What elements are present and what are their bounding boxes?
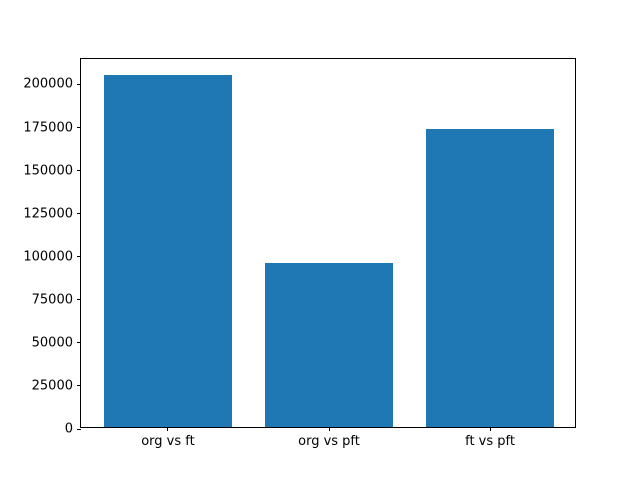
- y-tick-mark: [77, 299, 81, 301]
- y-tick-mark: [77, 127, 81, 129]
- x-tick-mark: [489, 427, 491, 431]
- y-tick-label: 125000: [23, 206, 73, 222]
- y-tick-label: 75000: [31, 292, 73, 308]
- y-tick-label: 100000: [23, 249, 73, 265]
- y-tick-mark: [77, 428, 81, 430]
- y-tick-mark: [77, 83, 81, 85]
- axes: 0 25000 50000 75000 100000 125000 150000 175000…: [23, 58, 576, 448]
- bar-org-vs-pft: [264, 262, 394, 427]
- x-tick-mark: [328, 427, 330, 431]
- y-tick-label: 200000: [23, 76, 73, 92]
- y-tick-label: 25000: [31, 378, 73, 394]
- y-tick-mark: [77, 170, 81, 172]
- bar-ft-vs-pft: [425, 128, 555, 427]
- x-tick-label: org vs ft: [141, 434, 195, 449]
- y-tick-mark: [77, 256, 81, 258]
- x-tick-label: org vs pft: [298, 434, 360, 449]
- y-tick-mark: [77, 342, 81, 344]
- y-tick-label: 50000: [31, 335, 73, 351]
- bar-org-vs-ft: [103, 74, 233, 427]
- x-tick-mark: [167, 427, 169, 431]
- y-tick-mark: [77, 213, 81, 215]
- y-tick-label: 0: [64, 421, 73, 437]
- y-tick-label: 150000: [23, 163, 73, 179]
- x-tick-label: ft vs pft: [465, 434, 515, 449]
- y-tick-mark: [77, 385, 81, 387]
- y-tick-label: 175000: [23, 120, 73, 136]
